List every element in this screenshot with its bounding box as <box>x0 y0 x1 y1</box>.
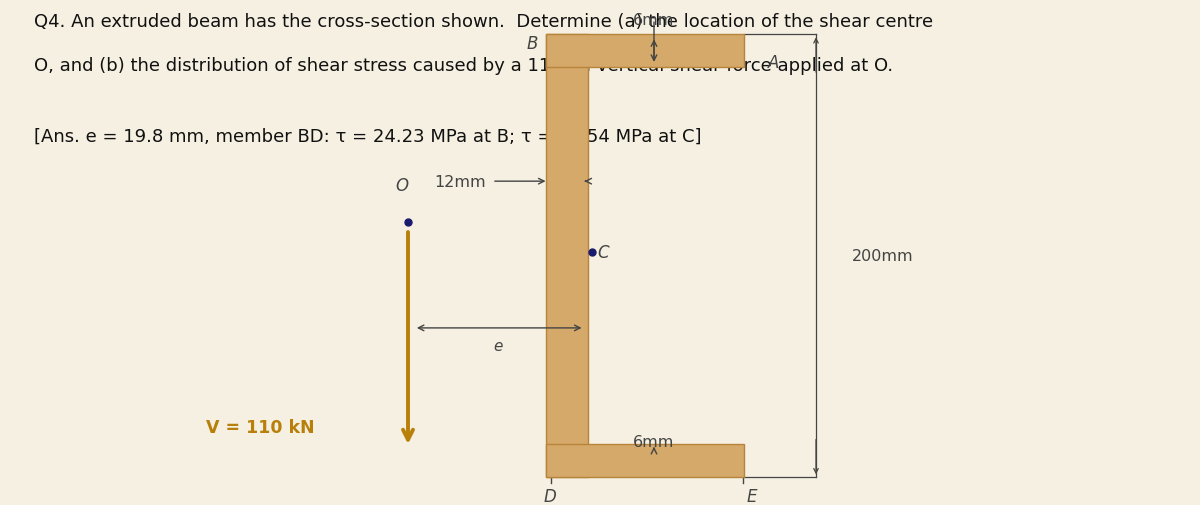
Text: O: O <box>396 176 408 194</box>
Bar <box>546 35 744 68</box>
Text: V = 110 kN: V = 110 kN <box>205 418 314 436</box>
Text: E: E <box>746 487 757 505</box>
Text: D: D <box>544 487 556 505</box>
Text: B: B <box>527 35 538 53</box>
Bar <box>546 35 588 477</box>
Text: 200mm: 200mm <box>852 249 913 264</box>
Bar <box>546 444 744 477</box>
Text: 6mm: 6mm <box>634 13 674 28</box>
Text: 12mm: 12mm <box>434 174 486 189</box>
Text: Q4. An extruded beam has the cross-section shown.  Determine (a) the location of: Q4. An extruded beam has the cross-secti… <box>34 13 932 31</box>
Text: e: e <box>493 338 503 354</box>
Text: A: A <box>768 54 779 72</box>
Text: C: C <box>598 243 610 262</box>
Text: 6mm: 6mm <box>634 434 674 449</box>
Text: [Ans. e = 19.8 mm, member BD: τ = 24.23 MPa at B; τ = 56.54 MPa at C]: [Ans. e = 19.8 mm, member BD: τ = 24.23 … <box>34 127 701 145</box>
Text: O, and (b) the distribution of shear stress caused by a 110 kN vertical shear fo: O, and (b) the distribution of shear str… <box>34 57 893 75</box>
